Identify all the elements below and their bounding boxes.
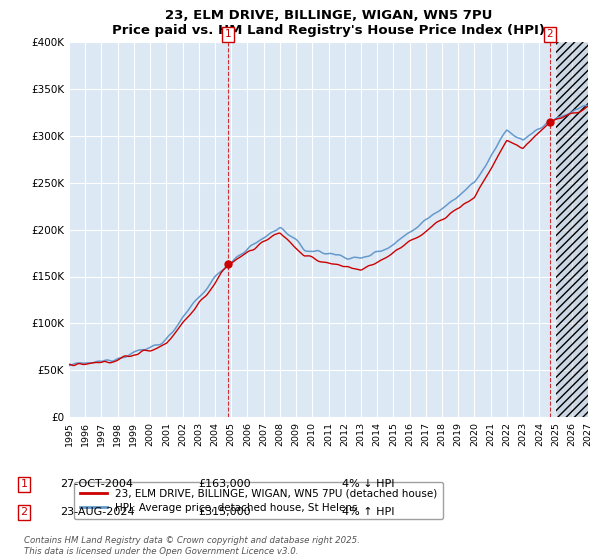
Text: 2: 2 bbox=[547, 29, 553, 39]
Text: 1: 1 bbox=[225, 29, 232, 39]
Bar bbox=[556, 42, 588, 417]
Text: 1: 1 bbox=[20, 479, 28, 489]
Text: 2: 2 bbox=[20, 507, 28, 517]
Text: 4% ↓ HPI: 4% ↓ HPI bbox=[342, 479, 395, 489]
Text: £315,000: £315,000 bbox=[198, 507, 251, 517]
Text: Contains HM Land Registry data © Crown copyright and database right 2025.
This d: Contains HM Land Registry data © Crown c… bbox=[24, 536, 360, 556]
Title: 23, ELM DRIVE, BILLINGE, WIGAN, WN5 7PU
Price paid vs. HM Land Registry's House : 23, ELM DRIVE, BILLINGE, WIGAN, WN5 7PU … bbox=[112, 8, 545, 36]
Text: 23-AUG-2024: 23-AUG-2024 bbox=[60, 507, 134, 517]
Legend: 23, ELM DRIVE, BILLINGE, WIGAN, WN5 7PU (detached house), HPI: Average price, de: 23, ELM DRIVE, BILLINGE, WIGAN, WN5 7PU … bbox=[74, 482, 443, 519]
Text: £163,000: £163,000 bbox=[198, 479, 251, 489]
Text: 4% ↑ HPI: 4% ↑ HPI bbox=[342, 507, 395, 517]
Text: 27-OCT-2004: 27-OCT-2004 bbox=[60, 479, 133, 489]
